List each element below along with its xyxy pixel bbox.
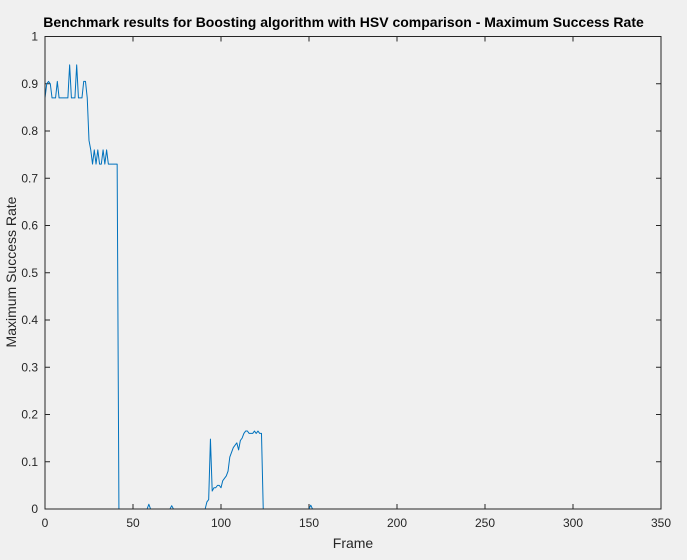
x-tick-label: 50 (126, 516, 140, 530)
y-tick-label: 0.4 (21, 313, 38, 327)
axes-box (44, 36, 662, 510)
y-tick-label: 0.3 (21, 360, 38, 374)
x-tick-label: 250 (475, 516, 495, 530)
x-tick-label: 350 (651, 516, 671, 530)
x-tick-label: 100 (211, 516, 231, 530)
y-axis-label: Maximum Success Rate (3, 196, 19, 348)
y-tick-label: 0.8 (21, 124, 38, 138)
x-tick-label: 300 (563, 516, 583, 530)
y-tick-label: 0.5 (21, 266, 38, 280)
x-tick-label: 200 (387, 516, 407, 530)
y-tick-label: 0.9 (21, 77, 38, 91)
chart-title: Benchmark results for Boosting algorithm… (43, 14, 644, 30)
x-tick-label: 0 (42, 516, 49, 530)
y-tick-label: 1 (31, 30, 38, 44)
x-axis-label: Frame (332, 535, 374, 551)
y-tick-label: 0.6 (21, 219, 38, 233)
y-tick-label: 0.1 (21, 455, 38, 469)
x-tick-label: 150 (299, 516, 319, 530)
y-tick-label: 0.7 (21, 171, 38, 185)
y-tick-label: 0.2 (21, 408, 38, 422)
y-tick-label: 0 (31, 502, 38, 516)
series-line (44, 64, 598, 510)
